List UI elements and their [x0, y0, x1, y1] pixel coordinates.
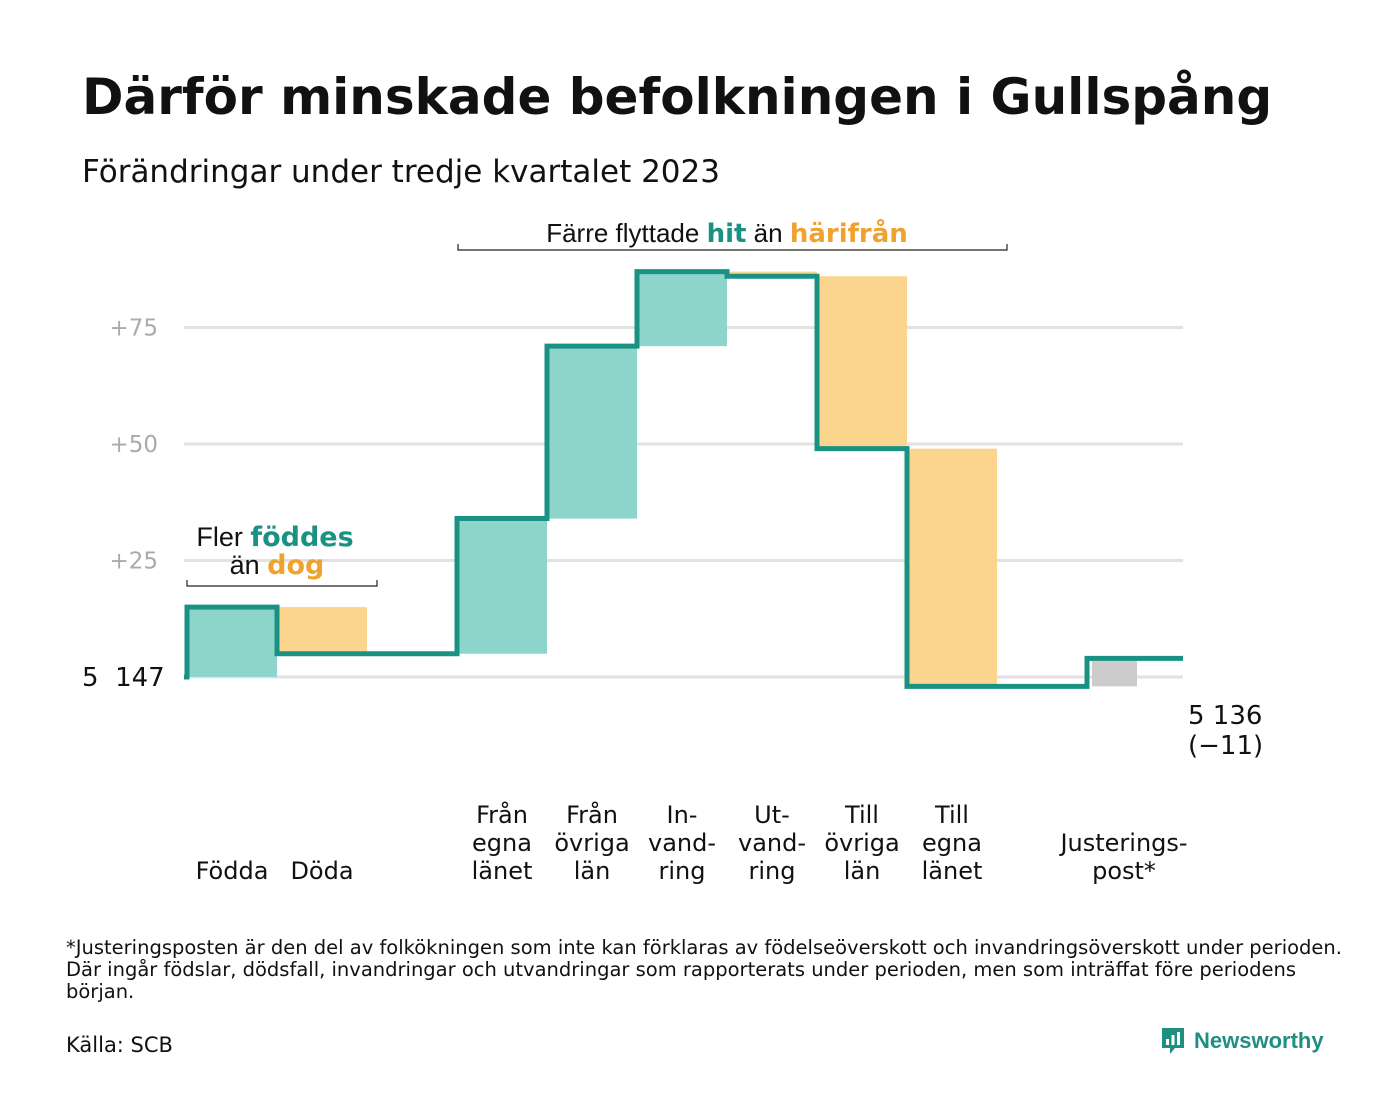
bar-decrease: [907, 448, 997, 687]
category-label: Till: [844, 801, 879, 829]
births-annotation-line2: än dog: [230, 550, 325, 581]
category-label: övriga: [554, 829, 629, 857]
annotations: Fler föddes än dog Färre flyttade hit än…: [186, 217, 1008, 587]
category-label: vand-: [648, 829, 716, 857]
brand-name: Newsworthy: [1194, 1028, 1324, 1053]
y-tick-label: +50: [109, 432, 158, 458]
waterfall-chart: +25+50+75 Födda DödaFrånegnalänetFrånövri…: [82, 217, 1263, 885]
bars: [187, 271, 1137, 687]
category-label: län: [844, 857, 881, 885]
births-annotation-line1: Fler föddes: [196, 522, 353, 553]
category-label: post*: [1092, 857, 1156, 885]
category-label: In-: [667, 801, 698, 829]
running-total-line: [184, 269, 1183, 689]
bar-decrease: [277, 607, 367, 654]
brand-logo[interactable]: Newsworthy: [1160, 1026, 1324, 1056]
source-label: Källa: SCB: [66, 1033, 173, 1057]
chart-title: Därför minskade befolkningen i Gullspång: [82, 68, 1273, 126]
end-value-label-2: (−11): [1188, 731, 1263, 761]
category-label: Ut-: [754, 801, 790, 829]
category-label: Justerings-: [1058, 829, 1187, 857]
category-label: egna: [922, 829, 982, 857]
category-label: Till: [934, 801, 969, 829]
migration-bracket: [457, 244, 1008, 251]
y-tick-label: +75: [109, 316, 158, 342]
bar-adjustment: [1092, 658, 1137, 687]
bar-increase: [637, 271, 727, 347]
bar-increase: [457, 518, 547, 654]
category-label: övriga: [824, 829, 899, 857]
start-value-label: 5 147: [82, 663, 165, 693]
migration-annotation: Färre flyttade hit än härifrån: [546, 217, 908, 249]
category-label: Döda: [290, 857, 353, 885]
bar-decrease: [817, 276, 907, 449]
bar-increase: [547, 346, 637, 519]
y-tick-labels: +25 +50 +75: [109, 316, 158, 575]
chart-subtitle: Förändringar under tredje kvartalet 2023: [82, 154, 720, 190]
category-label: ring: [659, 857, 706, 885]
bar-increase: [187, 607, 277, 677]
category-label: Födda: [196, 857, 269, 885]
newsworthy-logo-icon: [1162, 1028, 1184, 1054]
running-total-path: [184, 269, 1183, 689]
category-label: egna: [472, 829, 532, 857]
category-label: länet: [472, 857, 533, 885]
births-bracket: [186, 580, 378, 587]
footnote: *Justeringsposten är den del av folkökni…: [66, 936, 1342, 1003]
category-labels: Födda DödaFrånegnalänetFrånövrigalänIn-va…: [196, 800, 1188, 885]
category-label: länet: [922, 857, 983, 885]
category-label: ring: [749, 857, 796, 885]
category-label: vand-: [738, 829, 806, 857]
category-label: Från: [476, 800, 528, 829]
y-tick-label: +25: [109, 549, 158, 575]
category-label: Från: [566, 800, 618, 829]
category-label: län: [574, 857, 611, 885]
end-value-label-1: 5 136: [1188, 701, 1262, 731]
